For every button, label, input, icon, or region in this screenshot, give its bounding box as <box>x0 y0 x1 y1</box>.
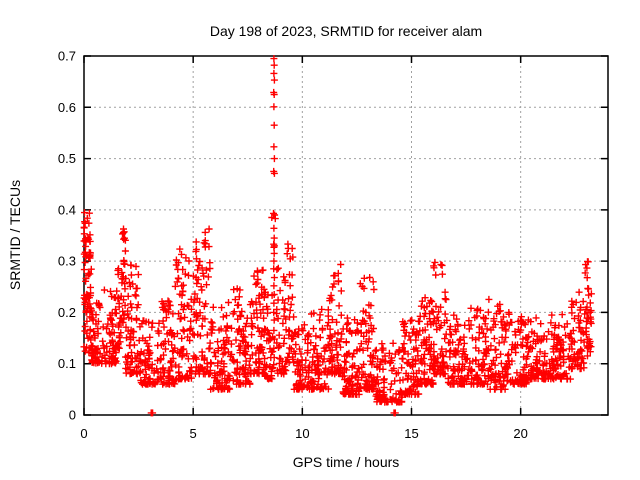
y-tick-label: 0.3 <box>58 254 76 269</box>
x-axis-label: GPS time / hours <box>293 454 400 470</box>
x-tick-label: 0 <box>80 426 87 441</box>
y-tick-label: 0.1 <box>58 356 76 371</box>
y-tick-label: 0.5 <box>58 151 76 166</box>
x-tick-label: 15 <box>404 426 418 441</box>
y-tick-label: 0.2 <box>58 305 76 320</box>
y-tick-label: 0 <box>69 408 76 423</box>
plot-title: Day 198 of 2023, SRMTID for receiver ala… <box>210 23 482 39</box>
y-tick-label: 0.4 <box>58 202 76 217</box>
y-axis-label: SRMTID / TECUs <box>7 180 23 290</box>
x-tick-label: 5 <box>190 426 197 441</box>
y-tick-label: 0.6 <box>58 100 76 115</box>
y-tick-label: 0.7 <box>58 49 76 64</box>
x-tick-label: 10 <box>295 426 309 441</box>
x-tick-label: 20 <box>513 426 527 441</box>
scatter-points <box>80 55 595 417</box>
